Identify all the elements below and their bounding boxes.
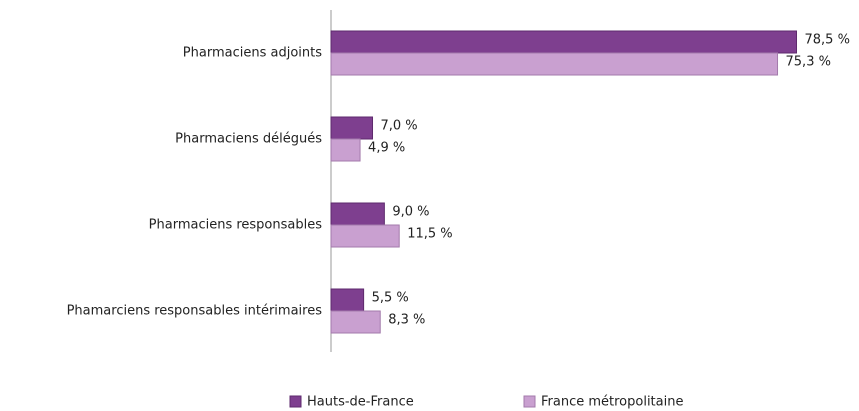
value-label: 75,3 % (786, 55, 831, 70)
category-label: Pharmaciens responsables (149, 218, 323, 233)
value-label: 5,5 % (372, 291, 409, 306)
category-label: Pharmaciens adjoints (183, 46, 322, 61)
bar (330, 310, 381, 334)
category-label: Pharmaciens délégués (175, 132, 322, 147)
value-label: 78,5 % (805, 33, 850, 48)
legend-swatch (523, 395, 536, 408)
legend-swatch (289, 395, 302, 408)
value-label: 11,5 % (407, 227, 452, 242)
legend-label: France métropolitaine (541, 395, 683, 410)
bar (330, 138, 361, 162)
value-label: 4,9 % (368, 141, 405, 156)
bar (330, 116, 374, 140)
bar (330, 202, 385, 226)
bar (330, 30, 798, 54)
bar (330, 288, 365, 312)
legend-label: Hauts-de-France (307, 395, 414, 410)
value-label: 9,0 % (392, 205, 429, 220)
bar (330, 52, 779, 76)
value-label: 7,0 % (381, 119, 418, 134)
value-label: 8,3 % (388, 313, 425, 328)
category-label: Phamarciens responsables intérimaires (67, 304, 323, 319)
bar (330, 224, 400, 248)
